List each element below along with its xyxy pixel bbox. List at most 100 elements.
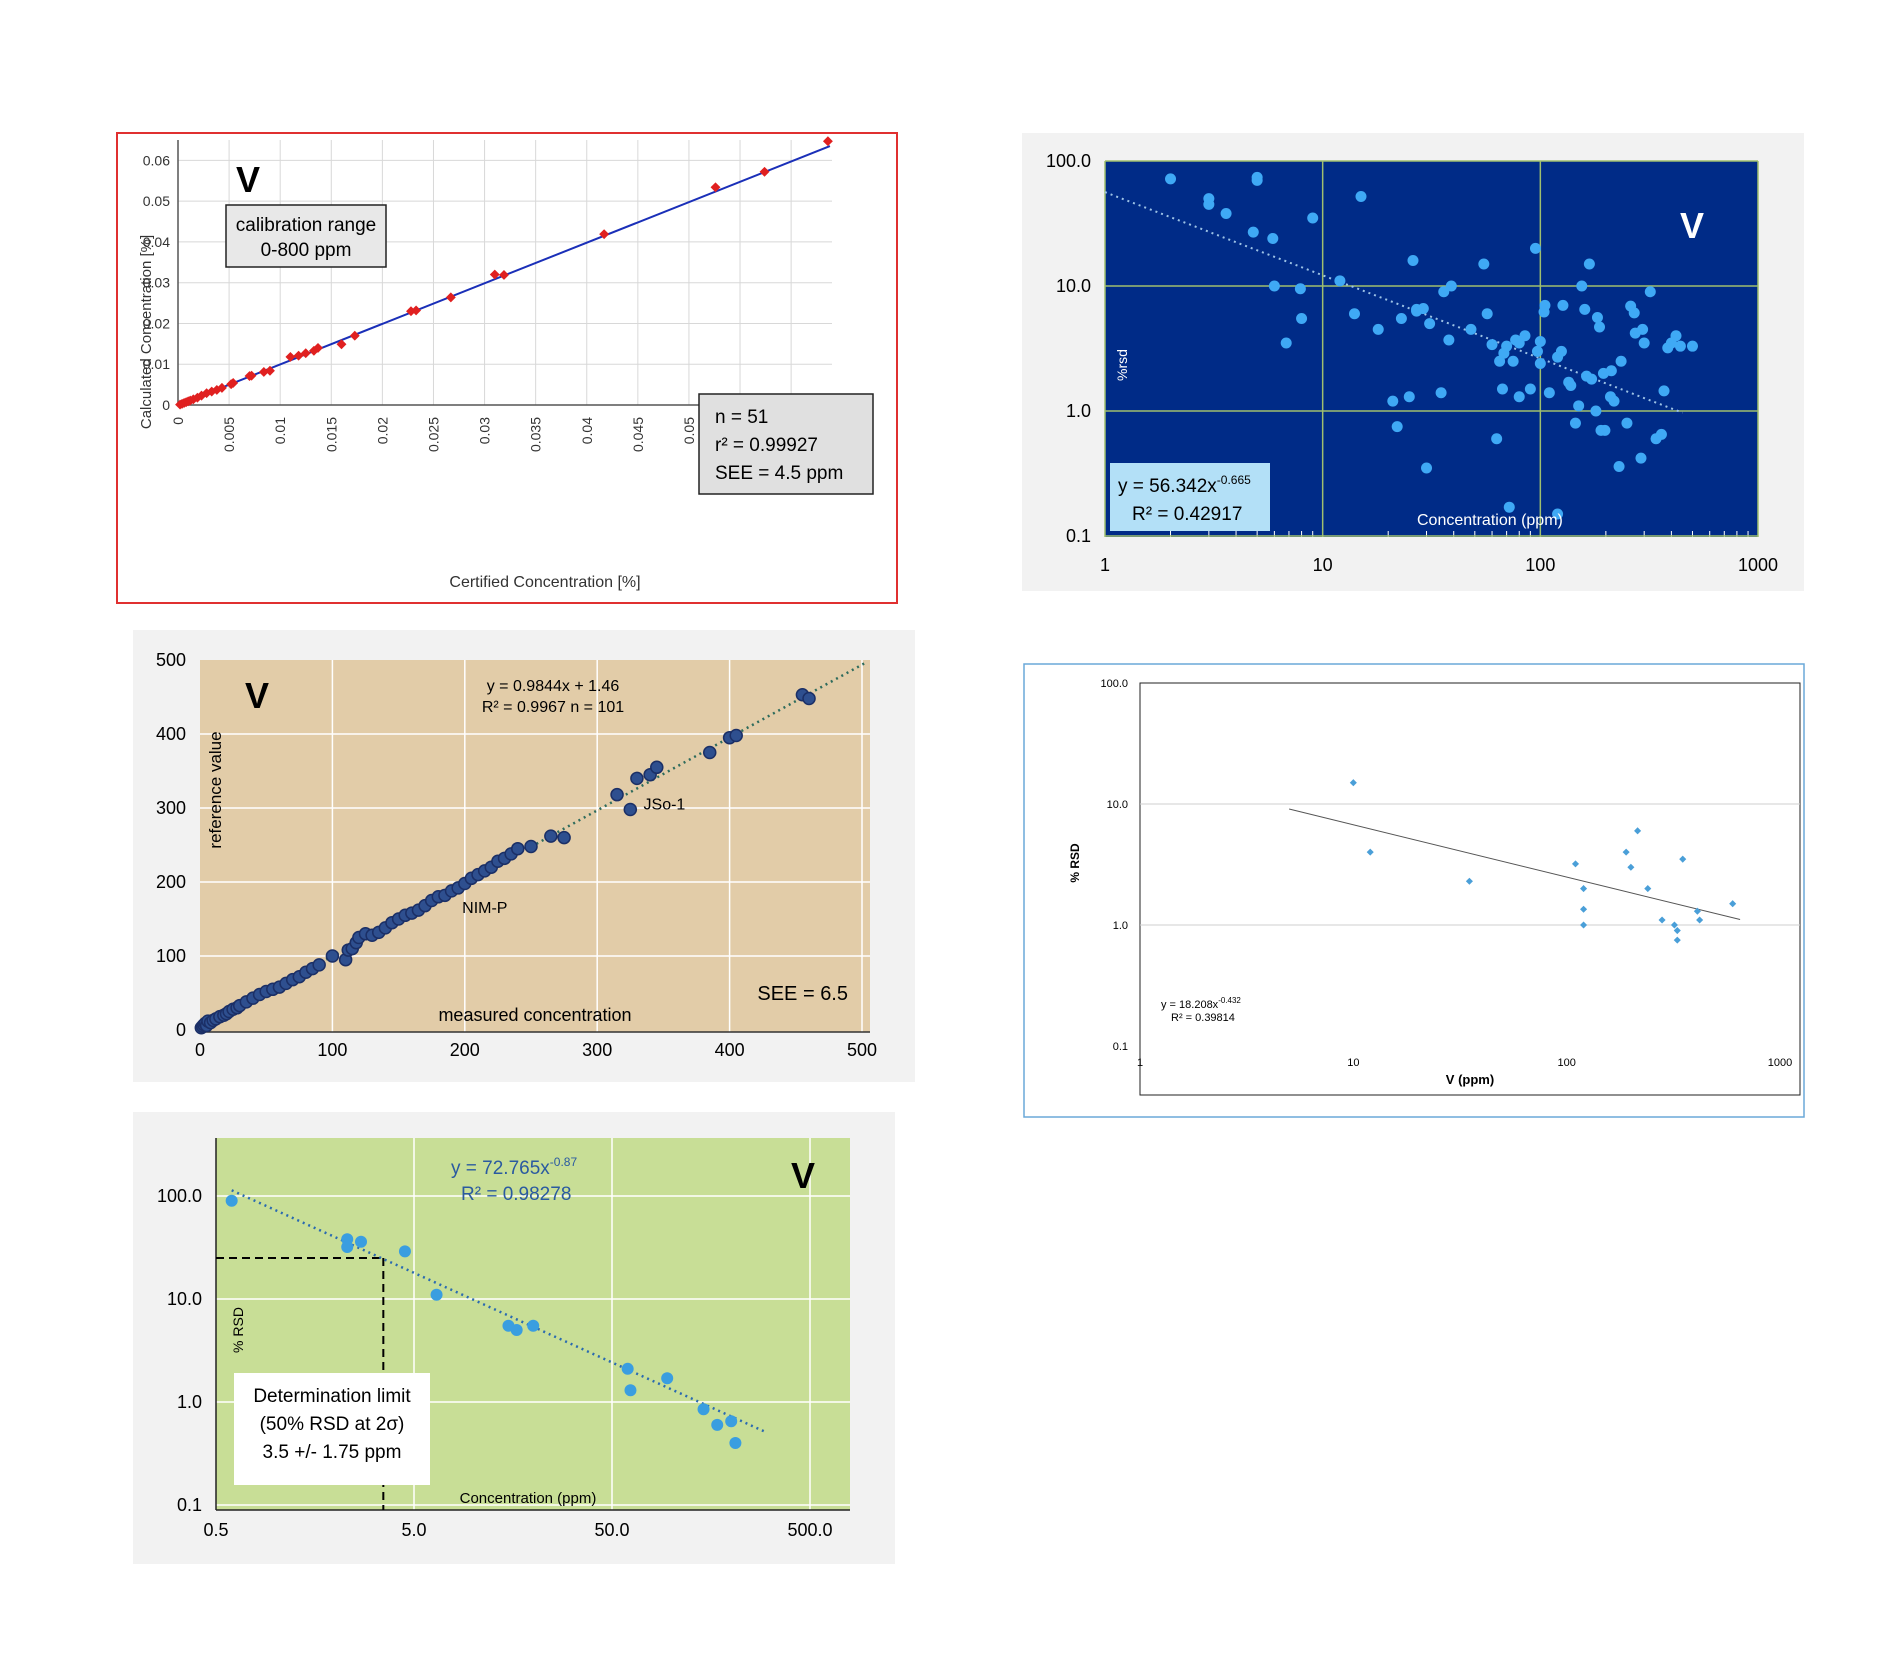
rsd-blue-point	[1494, 355, 1506, 367]
rsd-blue-equation: y = 56.342x-0.665	[1118, 473, 1251, 497]
rsd-blue-point	[1387, 395, 1399, 407]
rsd-blue-point	[1658, 385, 1670, 397]
calibration-x-label: Certified Concentration [%]	[449, 574, 640, 591]
calibration-x-tick-label: 0.04	[579, 417, 595, 444]
rsd-green-y-tick-label: 10.0	[167, 1289, 202, 1309]
rsd-blue-point	[1608, 395, 1620, 407]
rsd-green-point	[398, 1245, 411, 1258]
rsd-blue-point	[1355, 190, 1367, 202]
rsd-blue-point	[1424, 318, 1436, 330]
rsd-blue-point	[1543, 387, 1555, 399]
rsd-green-point	[624, 1384, 637, 1397]
rsd-blue-x-tick-label: 1	[1100, 555, 1110, 575]
rsd-blue-x-tick-label: 100	[1525, 555, 1555, 575]
rsd-white-x-tick-label: 100	[1557, 1057, 1575, 1069]
rsd-blue-equation-box	[1110, 463, 1270, 531]
rsd-blue-point	[1165, 173, 1177, 185]
rsd-blue-point	[1655, 428, 1667, 440]
calibration-point	[759, 166, 770, 177]
rsd-blue-point	[1486, 339, 1498, 351]
rsd-blue-point	[1615, 355, 1627, 367]
rsd-blue-point	[1203, 198, 1215, 210]
reference-y-label: reference value	[206, 731, 225, 848]
rsd-blue-point	[1670, 330, 1682, 342]
reference-x-label: measured concentration	[438, 1005, 631, 1025]
rsd-green-y-label: % RSD	[230, 1307, 246, 1353]
rsd-blue-point	[1395, 312, 1407, 324]
calibration-x-tick-label: 0.025	[425, 417, 441, 452]
rsd-green-point	[729, 1436, 742, 1449]
rsd-blue-point	[1513, 391, 1525, 403]
rsd-blue-point	[1247, 226, 1259, 238]
rsd-blue-point	[1417, 303, 1429, 315]
rsd-blue-point	[1496, 383, 1508, 395]
calibration-point	[411, 305, 422, 316]
rsd-white-point	[1644, 885, 1652, 893]
rsd-blue-chart-panel: 1 10 100 1000 0.1 1.0 10.0 100.0 V y = 56.342x-…	[1022, 133, 1804, 591]
rsd-green-equation-exp: -0.87	[550, 1155, 578, 1169]
rsd-blue-point	[1503, 501, 1515, 513]
rsd-white-fit-line	[1288, 808, 1741, 921]
rsd-blue-point	[1590, 405, 1602, 417]
calibration-point	[710, 182, 721, 193]
rsd-blue-point	[1628, 307, 1640, 319]
calibration-x-tick-label: 0.03	[477, 417, 493, 444]
rsd-blue-point	[1372, 323, 1384, 335]
rsd-green-equation-base: y = 72.765x	[451, 1158, 550, 1179]
rsd-blue-point	[1407, 254, 1419, 266]
rsd-white-point	[1634, 827, 1642, 835]
rsd-blue-point	[1481, 308, 1493, 320]
rsd-white-point	[1622, 848, 1630, 856]
reference-point	[702, 745, 717, 760]
rsd-green-point	[661, 1372, 674, 1385]
reference-point	[511, 841, 525, 856]
reference-point	[729, 728, 743, 743]
reference-x-tick-label: 400	[715, 1040, 745, 1060]
rsd-blue-point	[1391, 421, 1403, 433]
rsd-blue-chart: 1 10 100 1000 0.1 1.0 10.0 100.0 V y = 56.342x-…	[1022, 133, 1804, 591]
rsd-green-title: V	[791, 1155, 815, 1196]
rsd-blue-y-tick-label: 10.0	[1056, 276, 1091, 296]
rsd-blue-point	[1644, 286, 1656, 298]
rsd-blue-point	[1445, 280, 1457, 292]
rsd-blue-equation-exp: -0.665	[1217, 473, 1251, 487]
rsd-blue-point	[1569, 417, 1581, 429]
rsd-green-limit-line1: Determination limit	[253, 1386, 411, 1407]
rsd-blue-point	[1251, 174, 1263, 186]
reference-chart: 0 100 200 300 400 500 0 100 200 300 400 500 V y = 0…	[133, 630, 915, 1082]
rsd-blue-point	[1674, 340, 1686, 352]
calibration-y-tick-label: 0.06	[143, 152, 170, 168]
rsd-blue-y-tick-label: 0.1	[1066, 526, 1091, 546]
rsd-white-point	[1627, 863, 1635, 871]
rsd-blue-point	[1557, 299, 1569, 311]
rsd-green-x-tick-label: 5.0	[401, 1520, 426, 1540]
reference-chart-panel: 0 100 200 300 400 500 0 100 200 300 400 500 V y = 0…	[133, 630, 915, 1082]
rsd-blue-point	[1555, 345, 1567, 357]
calibration-x-tick-label: 0.045	[630, 417, 646, 452]
rsd-blue-point	[1552, 508, 1564, 520]
rsd-blue-point	[1268, 280, 1280, 292]
reference-r2-n: R² = 0.9967 n = 101	[482, 699, 624, 716]
rsd-white-chart-panel: 1 10 100 1000 0.1 1.0 10.0 100.0 y = 18.208x-0.…	[1023, 663, 1805, 1118]
rsd-blue-point	[1637, 323, 1649, 335]
rsd-blue-point	[1491, 433, 1503, 445]
rsd-blue-point	[1573, 400, 1585, 412]
calibration-n: n = 51	[715, 407, 768, 428]
calibration-x-tick-label: 0.015	[323, 417, 339, 452]
rsd-white-chart: 1 10 100 1000 0.1 1.0 10.0 100.0 y = 18.208x-0.…	[1023, 663, 1805, 1118]
rsd-white-y-tick-label: 1.0	[1113, 920, 1128, 932]
reference-y-tick-label: 300	[156, 798, 186, 818]
rsd-blue-point	[1605, 365, 1617, 377]
reference-point	[802, 691, 816, 706]
rsd-blue-point	[1576, 280, 1588, 292]
calibration-chart-panel: 0 0.005 0.01 0.015 0.02 0.025 0.03 0.035 0.04 0.0…	[116, 132, 898, 604]
rsd-blue-point	[1348, 308, 1360, 320]
rsd-green-chart: 0.5 5.0 50.0 500.0 0.1 1.0 10.0 100.0 V y = 72.…	[133, 1112, 895, 1564]
rsd-blue-point	[1531, 345, 1543, 357]
reference-point	[325, 949, 340, 963]
rsd-white-y-label: % RSD	[1068, 843, 1082, 883]
rsd-white-equation: y = 18.208x-0.432	[1161, 996, 1241, 1011]
reference-y-tick-label: 100	[156, 946, 186, 966]
calibration-point	[349, 330, 360, 341]
calibration-y-tick-label: 0.03	[143, 275, 170, 291]
